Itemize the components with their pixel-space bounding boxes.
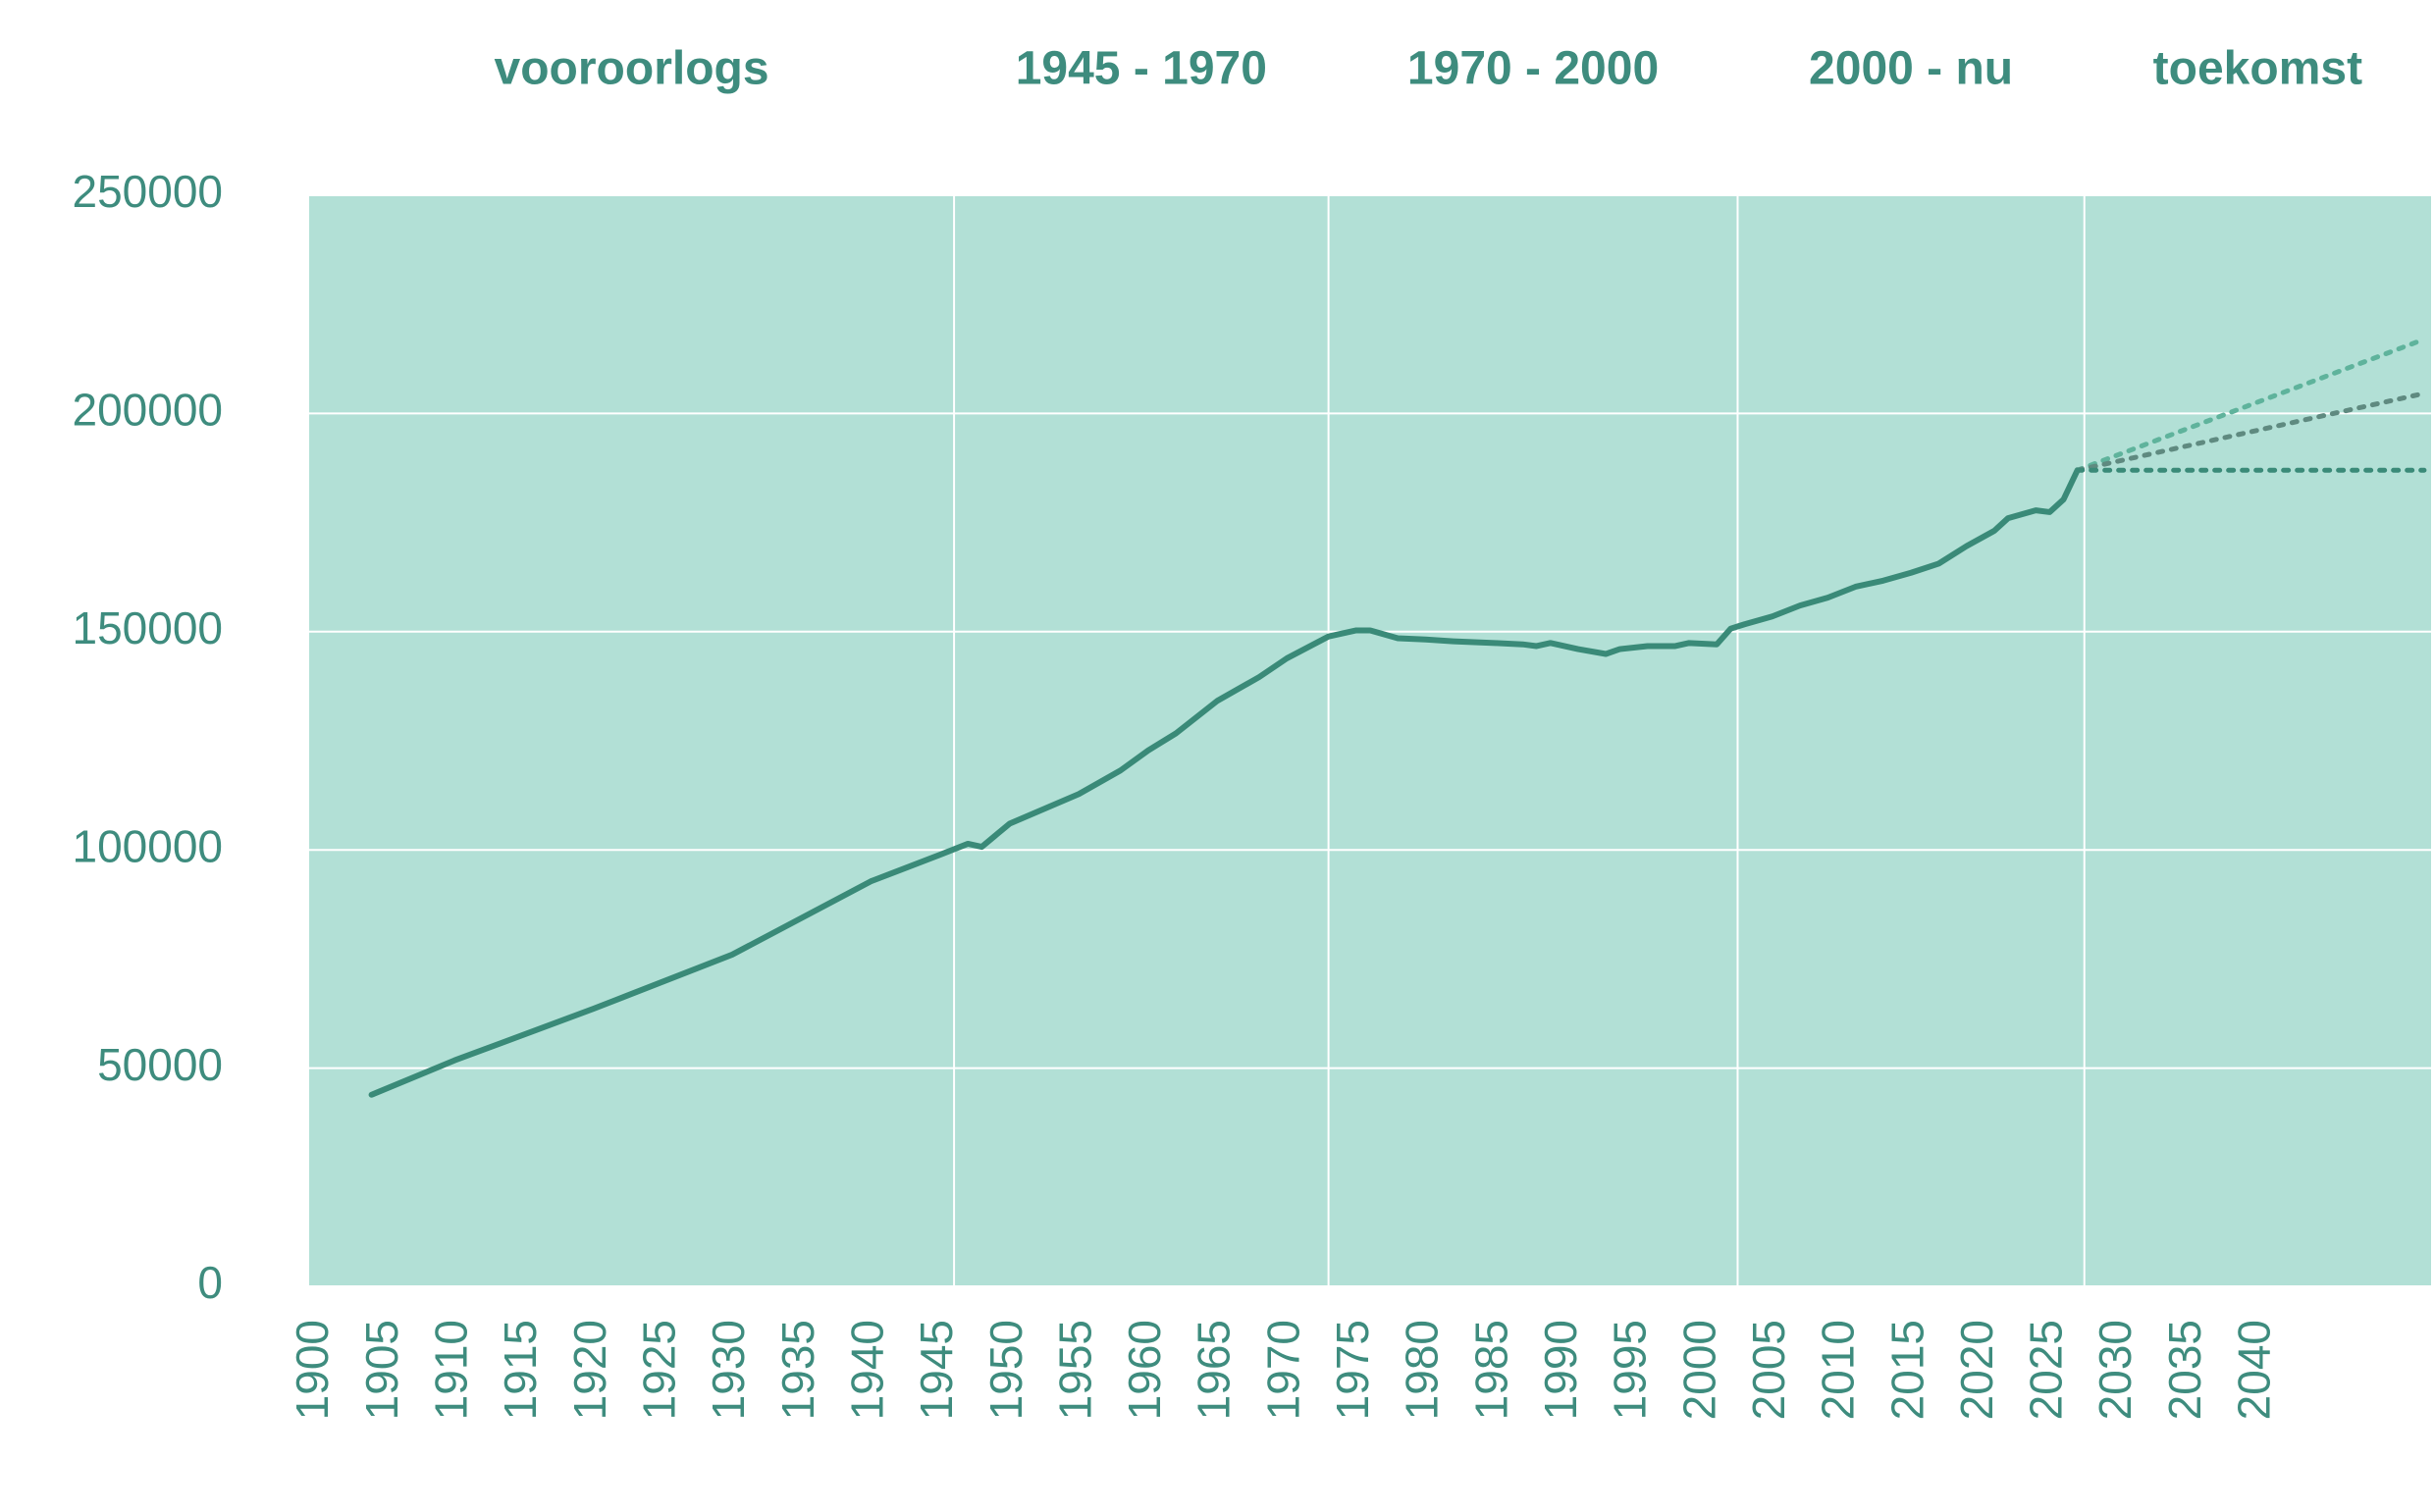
x-tick-label: 1945 <box>911 1320 962 1420</box>
period-label: 1970 - 2000 <box>1407 43 1659 95</box>
period-label: 2000 - nu <box>1809 43 2013 95</box>
y-tick-label: 100000 <box>73 820 224 871</box>
x-tick-label: 1985 <box>1465 1320 1516 1420</box>
projection-line <box>2075 391 2427 473</box>
x-tick-label: 2000 <box>1673 1320 1724 1420</box>
x-tick-label: 2005 <box>1743 1320 1794 1420</box>
x-tick-label: 2035 <box>2159 1320 2210 1420</box>
x-tick-label: 1940 <box>841 1320 892 1420</box>
x-tick-label: 1970 <box>1257 1320 1308 1420</box>
x-tick-label: 2015 <box>1881 1320 1932 1420</box>
x-tick-label: 1990 <box>1535 1320 1586 1420</box>
x-tick-label: 1920 <box>564 1320 615 1420</box>
x-tick-label: 1965 <box>1189 1320 1240 1420</box>
period-label: 1945 - 1970 <box>1016 43 1267 95</box>
data-line <box>368 467 2081 1098</box>
x-tick-label: 1980 <box>1397 1320 1448 1420</box>
x-tick-label: 1960 <box>1119 1320 1170 1420</box>
period-label: toekomst <box>2153 43 2362 95</box>
x-tick-label: 1900 <box>287 1320 338 1420</box>
x-tick-label: 2030 <box>2090 1320 2141 1420</box>
x-tick-label: 2010 <box>1813 1320 1864 1420</box>
x-tick-label: 1925 <box>633 1320 684 1420</box>
x-tick-label: 1955 <box>1049 1320 1100 1420</box>
y-tick-label: 0 <box>197 1257 223 1308</box>
y-tick-label: 150000 <box>73 602 224 653</box>
period-label: vooroorlogs <box>495 43 769 95</box>
x-tick-label: 1910 <box>426 1320 477 1420</box>
x-tick-label: 1935 <box>772 1320 823 1420</box>
x-tick-label: 2040 <box>2229 1320 2280 1420</box>
x-tick-label: 2025 <box>2021 1320 2072 1420</box>
x-tick-label: 1915 <box>495 1320 546 1420</box>
plot-area <box>309 195 2431 1286</box>
x-tick-label: 1930 <box>703 1320 754 1420</box>
y-tick-label: 250000 <box>73 166 224 217</box>
y-tick-label: 200000 <box>73 385 224 436</box>
x-tick-label: 1905 <box>356 1320 407 1420</box>
x-tick-label: 1995 <box>1605 1320 1656 1420</box>
x-tick-label: 2020 <box>1951 1320 2002 1420</box>
x-tick-label: 1950 <box>980 1320 1032 1420</box>
projection-line <box>2075 337 2427 473</box>
y-tick-label: 50000 <box>97 1039 223 1090</box>
x-tick-label: 1975 <box>1327 1320 1378 1420</box>
